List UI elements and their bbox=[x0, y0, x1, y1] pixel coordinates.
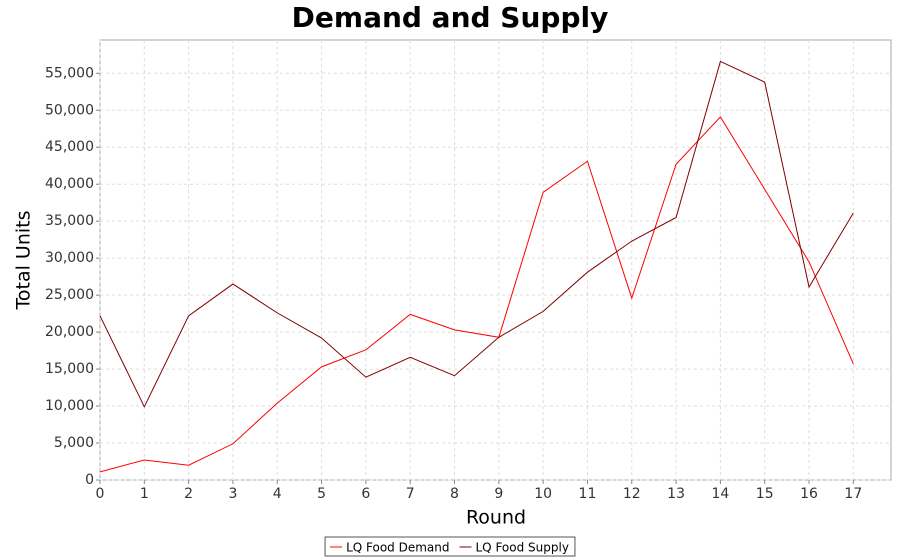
x-axis-label: Round bbox=[466, 507, 526, 529]
y-tick-label: 30,000 bbox=[45, 250, 94, 266]
x-tick-label: 11 bbox=[579, 486, 597, 502]
legend-box bbox=[324, 536, 576, 557]
x-tick-label: 4 bbox=[273, 486, 282, 502]
legend-label: LQ Food Demand bbox=[346, 541, 449, 555]
x-tick-label: 13 bbox=[667, 486, 685, 502]
plot-area bbox=[99, 39, 892, 481]
y-tick-label: 5,000 bbox=[54, 435, 94, 451]
x-tick-label: 6 bbox=[361, 486, 370, 502]
y-tick-label: 35,000 bbox=[45, 213, 94, 229]
x-tick-label: 14 bbox=[711, 486, 729, 502]
x-tick-label: 5 bbox=[317, 486, 326, 502]
y-tick-label: 0 bbox=[85, 472, 94, 488]
x-tick-label: 0 bbox=[96, 486, 105, 502]
y-tick-label: 10,000 bbox=[45, 398, 94, 414]
x-tick-label: 16 bbox=[800, 486, 818, 502]
x-tick-label: 7 bbox=[406, 486, 415, 502]
legend-label: LQ Food Supply bbox=[476, 541, 569, 555]
x-tick-label: 8 bbox=[450, 486, 459, 502]
y-axis-label: Total Units bbox=[13, 211, 35, 311]
y-tick-label: 25,000 bbox=[45, 287, 94, 303]
y-tick-label: 55,000 bbox=[45, 65, 94, 81]
y-tick-label: 15,000 bbox=[45, 361, 94, 377]
x-tick-label: 3 bbox=[228, 486, 237, 502]
x-tick-label: 9 bbox=[494, 486, 503, 502]
x-tick-label: 10 bbox=[534, 486, 552, 502]
x-tick-label: 12 bbox=[623, 486, 641, 502]
series-line bbox=[99, 60, 854, 408]
x-tick-label: 17 bbox=[844, 486, 862, 502]
y-tick-label: 20,000 bbox=[45, 324, 94, 340]
y-tick-label: 50,000 bbox=[45, 102, 94, 118]
x-tick-label: 1 bbox=[140, 486, 149, 502]
y-tick-label: 40,000 bbox=[45, 176, 94, 192]
y-tick-label: 45,000 bbox=[45, 139, 94, 155]
chart-title: Demand and Supply bbox=[292, 1, 609, 34]
x-tick-label: 15 bbox=[756, 486, 774, 502]
series-line bbox=[99, 116, 854, 473]
x-tick-label: 2 bbox=[184, 486, 193, 502]
